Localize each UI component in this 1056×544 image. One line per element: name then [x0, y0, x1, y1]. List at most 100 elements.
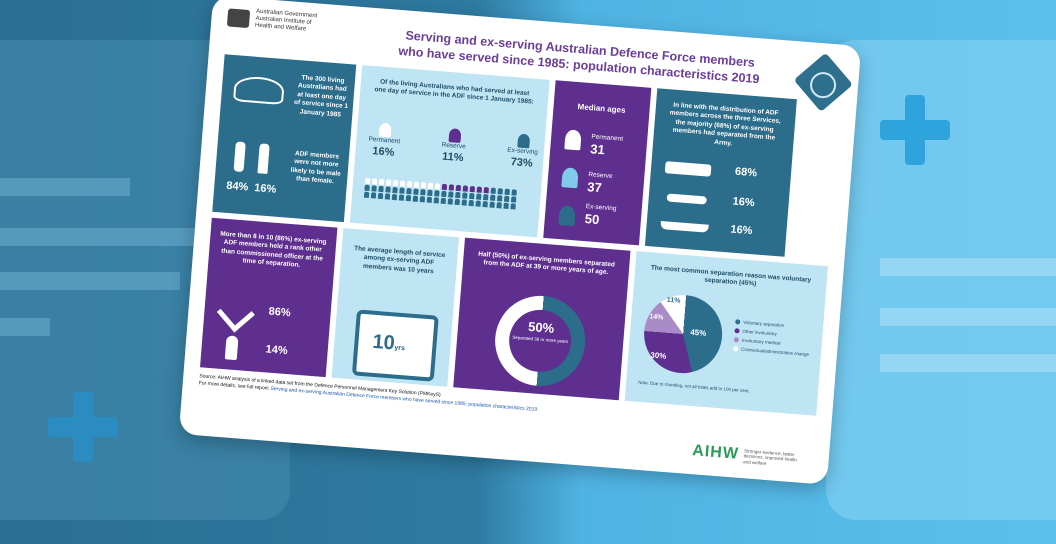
person-mini-icon	[476, 186, 483, 193]
services-text: In line with the distribution of ADF mem…	[669, 101, 781, 148]
person-mini-icon	[419, 196, 426, 203]
army-percent: 68%	[734, 165, 758, 180]
person-mini-icon	[483, 187, 490, 194]
chevron-rank-icon	[216, 294, 255, 333]
legend-swatch	[732, 345, 739, 352]
separation-reason-pie	[641, 292, 726, 377]
infographic-card: Australian Government Australian Institu…	[178, 0, 862, 485]
legend-swatch	[734, 328, 740, 334]
legend-swatch	[735, 319, 741, 325]
person-mini-icon	[510, 203, 516, 210]
person-mini-icon	[462, 192, 468, 199]
male-person-icon	[233, 141, 246, 173]
person-mini-icon	[370, 192, 377, 199]
plus-icon	[880, 95, 950, 165]
person-mini-icon	[469, 192, 475, 200]
legend-label: Involuntary medical	[741, 337, 781, 346]
hat-icon	[233, 75, 285, 105]
aihw-tagline: Stronger evidence, better decisions, imp…	[743, 448, 798, 466]
female-person-icon	[257, 143, 270, 174]
person-mini-icon	[462, 185, 469, 192]
person-mini-icon	[399, 187, 405, 194]
person-mini-icon	[385, 179, 392, 186]
years-unit: yrs	[394, 344, 406, 353]
person-mini-icon	[441, 190, 447, 198]
years-value: 10	[371, 330, 396, 355]
person-mini-icon	[441, 183, 448, 191]
person-mini-icon	[413, 181, 420, 188]
person-icon	[378, 122, 392, 138]
person-mini-icon	[504, 188, 510, 196]
person-mini-icon	[497, 188, 503, 195]
person-mini-icon	[391, 193, 398, 201]
median-reserve: Reserve 37	[587, 171, 613, 198]
person-mini-icon	[476, 193, 482, 200]
person-mini-icon	[426, 196, 433, 203]
person-icon	[561, 167, 579, 189]
person-mini-icon	[412, 195, 419, 202]
person-mini-icon	[482, 200, 488, 208]
tile-service-groups: Of the living Australians who had served…	[349, 65, 550, 238]
aihw-logo: AIHW	[691, 442, 740, 463]
background-bar	[0, 228, 200, 246]
person-mini-icon	[448, 191, 454, 198]
slice-label-voluntary: 45%	[689, 327, 707, 338]
person-mini-icon	[406, 187, 412, 195]
tile-population: The 300 living Australians had at least …	[212, 54, 357, 223]
person-mini-icon	[384, 193, 391, 200]
group-percent: 73%	[510, 156, 534, 171]
person-mini-icon	[448, 184, 455, 191]
background-bar	[880, 258, 1056, 276]
person-icon	[447, 128, 462, 143]
service-groups-text: Of the living Australians who had served…	[374, 78, 534, 107]
person-mini-icon	[434, 183, 441, 190]
person-mini-icon	[475, 200, 481, 207]
rank-text: More than 8 in 10 (86%) ex-serving ADF m…	[219, 230, 327, 270]
person-icon	[564, 129, 582, 151]
tile-rank: More than 8 in 10 (86%) ex-serving ADF m…	[200, 217, 338, 378]
person-mini-icon	[496, 195, 503, 202]
person-mini-icon	[427, 182, 434, 189]
person-mini-icon	[420, 182, 427, 189]
background-bar	[0, 178, 130, 196]
person-mini-icon	[461, 199, 467, 206]
person-mini-icon	[398, 194, 405, 201]
person-mini-icon	[363, 191, 370, 199]
male-percent: 84%	[225, 179, 249, 194]
person-mini-icon	[378, 178, 385, 186]
background-bar	[880, 308, 1056, 326]
slice-label-other-involuntary: 30%	[650, 350, 667, 361]
separation-reason-text: The most common separation reason was vo…	[650, 264, 812, 289]
government-logo: Australian Government Australian Institu…	[226, 6, 318, 35]
person-mini-icon	[377, 192, 384, 200]
coat-of-arms-icon	[226, 8, 251, 28]
tank-icon	[664, 161, 712, 177]
person-mini-icon	[483, 193, 489, 201]
person-mini-icon	[433, 197, 440, 204]
person-mini-icon	[399, 180, 406, 187]
rounding-note: Note: Due to rounding, not all totals ad…	[638, 379, 750, 394]
background-bar	[0, 318, 50, 336]
ship-icon	[660, 220, 709, 233]
separation-age-text: Half (50%) of ex-serving members separat…	[478, 250, 616, 277]
background-bar	[880, 354, 1056, 372]
person-icon	[516, 133, 530, 149]
person-mini-icon	[503, 195, 510, 203]
tile-services: In line with the distribution of ADF mem…	[644, 88, 797, 257]
person-mini-icon	[378, 185, 384, 193]
separation-age-donut: 50% Separated 39 or more years	[491, 292, 589, 390]
person-mini-icon	[385, 186, 391, 193]
median-permanent: Permanent 31	[590, 133, 624, 161]
person-mini-icon	[392, 186, 398, 194]
adf-badge-icon	[793, 52, 853, 112]
person-mini-icon	[490, 194, 496, 201]
person-mini-icon	[468, 199, 474, 207]
person-mini-icon	[455, 191, 461, 199]
median-value: 37	[586, 179, 603, 196]
median-ex-serving: Ex-serving 50	[584, 203, 616, 231]
group-permanent: Permanent 16%	[367, 122, 402, 161]
group-percent: 16%	[371, 145, 395, 160]
person-mini-icon	[405, 194, 412, 202]
other-rank-percent: 86%	[268, 305, 292, 320]
slice-label-contractual: 11%	[666, 296, 681, 305]
